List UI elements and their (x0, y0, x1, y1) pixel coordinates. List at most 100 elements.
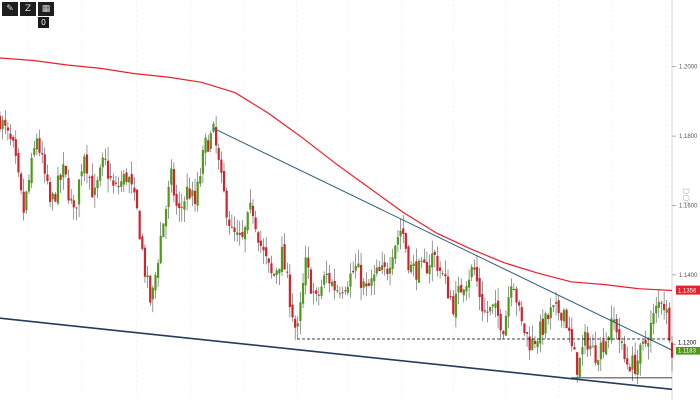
candle-body (483, 310, 486, 312)
candle (241, 219, 244, 240)
candle (259, 230, 262, 254)
candle (159, 222, 162, 265)
candle (4, 110, 7, 135)
candle (104, 148, 107, 166)
candle-body (178, 203, 181, 209)
candle-body (80, 171, 83, 177)
candle (417, 258, 421, 284)
candle (328, 265, 331, 293)
pencil-icon[interactable]: ✎ (2, 2, 18, 16)
candle (478, 267, 481, 311)
grid-icon[interactable]: ▦ (38, 2, 54, 16)
candle (641, 339, 645, 351)
candle-body (104, 158, 107, 160)
candle (610, 305, 613, 344)
candle-body (207, 140, 210, 152)
candle-body (323, 275, 326, 285)
candle (172, 162, 176, 203)
candle-body (649, 322, 653, 341)
candle-body (267, 258, 270, 263)
candle (193, 178, 197, 212)
candle-body (272, 273, 276, 276)
candle (431, 240, 434, 282)
candle-body (167, 186, 170, 208)
candle (191, 181, 194, 207)
candle-body (583, 331, 587, 346)
candle (96, 176, 99, 199)
candle (67, 169, 70, 204)
candle (554, 291, 558, 316)
candle-body (515, 288, 518, 303)
candle (428, 254, 431, 284)
candle-body (214, 127, 218, 146)
candle (399, 218, 402, 250)
candle (438, 261, 442, 279)
candle-body (660, 302, 663, 304)
candle-body (162, 223, 165, 238)
candle (130, 161, 133, 194)
candle (183, 196, 186, 222)
candle-body (265, 247, 268, 257)
candle (128, 175, 131, 194)
candle-body (275, 270, 278, 275)
indicator-lines (0, 57, 673, 391)
candle (370, 269, 373, 296)
candle-body (85, 154, 89, 174)
candle-body (175, 193, 178, 206)
candle-body (262, 246, 265, 251)
candle-body (491, 304, 494, 307)
candle (539, 314, 542, 353)
candle (257, 231, 260, 252)
candle (454, 280, 458, 328)
candle-body (170, 168, 173, 185)
candle-body (112, 180, 115, 186)
candle (623, 335, 626, 363)
candle-body (91, 175, 94, 198)
candle-body (199, 176, 202, 184)
candle (283, 233, 286, 270)
candle-body (336, 290, 339, 292)
candle (46, 164, 49, 185)
candle (175, 184, 178, 215)
candle-body (412, 263, 415, 267)
candle (330, 278, 334, 288)
candle-body (301, 282, 305, 304)
candle (178, 191, 181, 222)
candle-body (299, 302, 302, 322)
candle-body (444, 274, 447, 277)
candle (388, 256, 392, 286)
candle (436, 246, 439, 277)
candle-body (193, 190, 197, 204)
series-counter[interactable]: 0 (38, 17, 49, 28)
candle-body (457, 286, 460, 293)
candle-body (462, 289, 465, 296)
candle (270, 255, 273, 279)
candle (457, 276, 460, 305)
candle (43, 147, 46, 184)
zoom-icon[interactable]: Z (20, 2, 36, 16)
candle (352, 261, 355, 274)
candle (59, 173, 62, 193)
candle (383, 254, 386, 276)
candle (578, 357, 581, 378)
candle-body (599, 342, 602, 360)
candle-body (122, 173, 125, 185)
candle (357, 249, 360, 268)
candle (199, 167, 202, 187)
candle-body (209, 133, 212, 149)
candle (602, 328, 605, 359)
candle-body (528, 336, 531, 351)
y-tick-label: 1.1800 (679, 134, 698, 140)
candle (433, 249, 436, 268)
candle-body (125, 172, 128, 182)
candle-body (241, 231, 244, 237)
candle-body (130, 174, 133, 185)
candle (652, 303, 655, 335)
candle (267, 257, 270, 273)
candle-body (597, 360, 600, 365)
candle-body (22, 191, 25, 213)
candle-body (243, 227, 247, 240)
